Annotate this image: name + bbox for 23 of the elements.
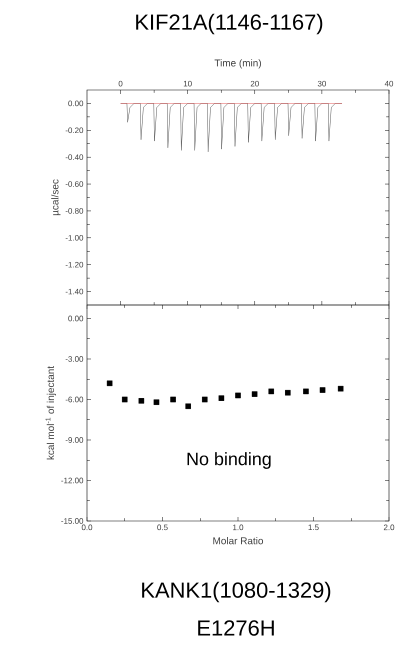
point [338,386,344,392]
x-axis-title: Molar Ratio [213,537,264,544]
x-axis-title: Time (min) [214,59,261,68]
point [320,387,326,393]
y-axis-title: µcal/sec [51,179,60,216]
text: E1276H [198,620,274,636]
point [235,392,241,398]
text: KANK1(1080-1329) [142,582,330,602]
point [202,396,208,402]
point [154,399,160,405]
point [252,391,258,397]
point [285,390,291,396]
annotation: No binding [188,452,271,469]
point [303,388,309,394]
point [106,380,112,386]
point [268,388,274,394]
point [170,396,176,402]
y-axis-title: kcal mol$^{-1}$ of injectant [46,366,56,460]
chart-title: KIF21A(1146-1167) [136,14,322,34]
point [138,398,144,404]
point [122,396,128,402]
point [218,395,224,401]
point [185,403,191,410]
